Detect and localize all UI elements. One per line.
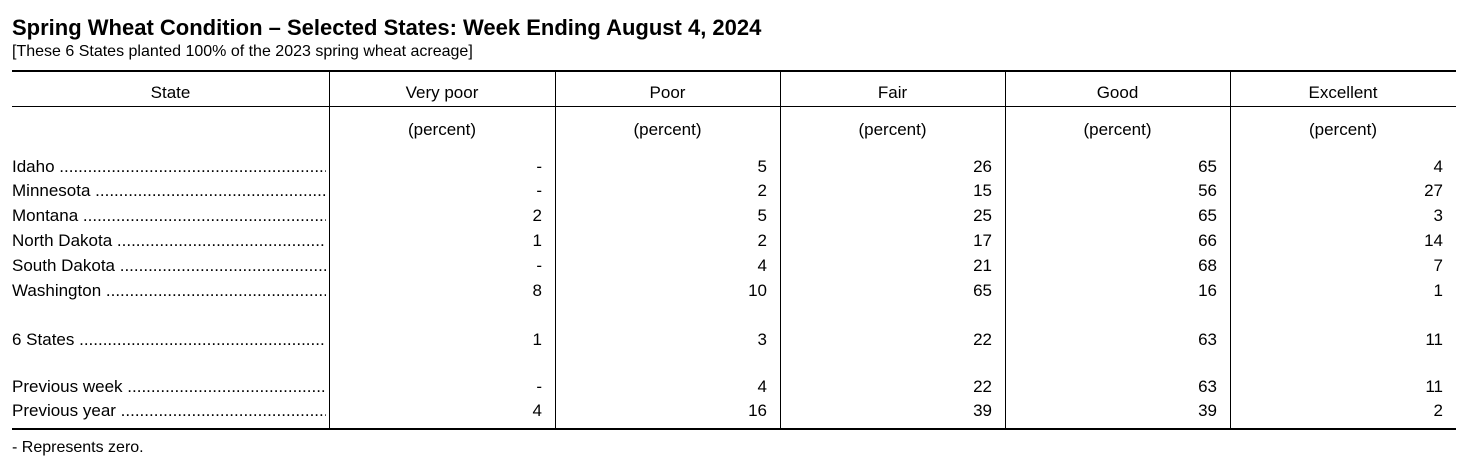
- column-divider: [1005, 71, 1006, 428]
- cell: 1: [1433, 281, 1443, 300]
- cell: 4: [1433, 157, 1443, 176]
- cell: 1: [532, 330, 542, 349]
- cell: 16: [1198, 281, 1217, 300]
- rule: [12, 428, 1456, 430]
- unit-label: (percent): [407, 120, 477, 139]
- cell: -: [536, 181, 542, 200]
- cell: 22: [973, 377, 992, 396]
- row-label: Previous year: [12, 401, 326, 421]
- cell: 39: [973, 401, 992, 420]
- cell: 2: [757, 181, 767, 200]
- cell: 11: [1425, 330, 1443, 349]
- column-divider: [555, 71, 556, 428]
- cell: 26: [973, 157, 992, 176]
- cell: 8: [532, 281, 542, 300]
- row-label: Idaho: [12, 157, 326, 177]
- unit-label: (percent): [1308, 120, 1378, 139]
- cell: 16: [748, 401, 767, 420]
- cell: 4: [757, 256, 767, 275]
- cell: 4: [532, 401, 542, 420]
- cell: 14: [1424, 231, 1443, 250]
- column-header: Poor: [649, 83, 686, 102]
- column-divider: [329, 71, 330, 428]
- cell: 65: [973, 281, 992, 300]
- cell: 7: [1433, 256, 1443, 275]
- cell: -: [536, 256, 542, 275]
- unit-label: (percent): [1083, 120, 1152, 139]
- column-header: Good: [1096, 83, 1139, 102]
- rule: [12, 106, 1456, 107]
- cell: 63: [1198, 377, 1217, 396]
- cell: 2: [532, 206, 542, 225]
- cell: 21: [973, 256, 992, 275]
- row-label: 6 States: [12, 330, 326, 350]
- row-label: Previous week: [12, 377, 326, 397]
- column-header: Excellent: [1308, 83, 1378, 102]
- cell: 27: [1424, 181, 1443, 200]
- cell: 15: [973, 181, 992, 200]
- footnote: - Represents zero.: [12, 439, 144, 456]
- row-label: North Dakota: [12, 231, 326, 251]
- column-header: Fair: [877, 83, 908, 102]
- row-label: South Dakota: [12, 256, 326, 276]
- cell: 10: [748, 281, 767, 300]
- cell: -: [536, 377, 542, 396]
- unit-label: (percent): [858, 120, 927, 139]
- cell: 63: [1198, 330, 1217, 349]
- cell: 3: [1433, 206, 1443, 225]
- column-divider: [780, 71, 781, 428]
- cell: 68: [1198, 256, 1217, 275]
- cell: 66: [1198, 231, 1217, 250]
- rule: [12, 70, 1456, 72]
- cell: 4: [757, 377, 767, 396]
- unit-label: (percent): [633, 120, 702, 139]
- row-label: Washington: [12, 281, 326, 301]
- cell: 5: [757, 206, 767, 225]
- cell: 17: [973, 231, 992, 250]
- column-header: State: [150, 83, 191, 102]
- cell: 3: [757, 330, 767, 349]
- title: Spring Wheat Condition – Selected States…: [12, 15, 762, 40]
- column-header: Very poor: [405, 83, 479, 102]
- column-divider: [1230, 71, 1231, 428]
- cell: 65: [1198, 206, 1217, 225]
- cell: 11: [1425, 377, 1443, 396]
- cell: 2: [757, 231, 767, 250]
- cell: -: [536, 157, 542, 176]
- cell: 22: [973, 330, 992, 349]
- cell: 56: [1198, 181, 1217, 200]
- cell: 5: [757, 157, 767, 176]
- row-label: Montana: [12, 206, 326, 226]
- cell: 1: [532, 231, 542, 250]
- row-label: Minnesota: [12, 181, 326, 201]
- subtitle: [These 6 States planted 100% of the 2023…: [12, 43, 473, 60]
- cell: 65: [1198, 157, 1217, 176]
- cell: 25: [973, 206, 992, 225]
- cell: 39: [1198, 401, 1217, 420]
- cell: 2: [1433, 401, 1443, 420]
